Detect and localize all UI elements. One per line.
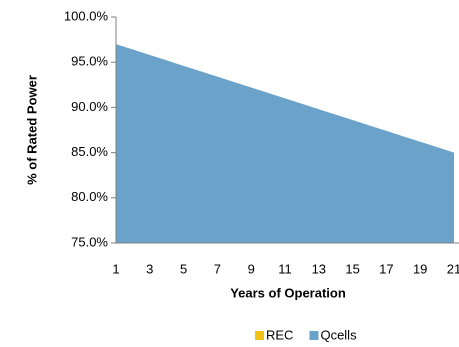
legend-label: REC (266, 327, 293, 342)
area (116, 44, 454, 244)
legend-label: Qcells (320, 327, 357, 342)
legend-swatch (309, 331, 319, 340)
x-tick-label: 1 (112, 261, 119, 276)
y-tick-label: 75.0% (71, 234, 108, 249)
y-tick-label: 85.0% (71, 144, 108, 159)
x-tick-label: 13 (312, 261, 326, 276)
x-tick-label: 5 (180, 261, 187, 276)
x-tick-label: 19 (413, 261, 427, 276)
y-tick-label: 90.0% (71, 99, 108, 114)
legend-swatch (255, 331, 264, 340)
x-axis-title: Years of Operation (230, 285, 346, 300)
y-tick-label: 95.0% (71, 54, 108, 69)
x-tick-label: 7 (214, 261, 221, 276)
y-tick-label: 100.0% (64, 8, 109, 23)
x-tick-label: 3 (146, 261, 153, 276)
x-tick-label: 21 (447, 261, 459, 276)
y-tick-label: 80.0% (71, 189, 108, 204)
x-tick-label: 9 (248, 261, 255, 276)
x-tick-label: 15 (345, 261, 359, 276)
y-axis-title: % of Rated Power (24, 75, 39, 185)
x-tick-label: 11 (278, 261, 292, 276)
x-tick-label: 17 (379, 261, 393, 276)
